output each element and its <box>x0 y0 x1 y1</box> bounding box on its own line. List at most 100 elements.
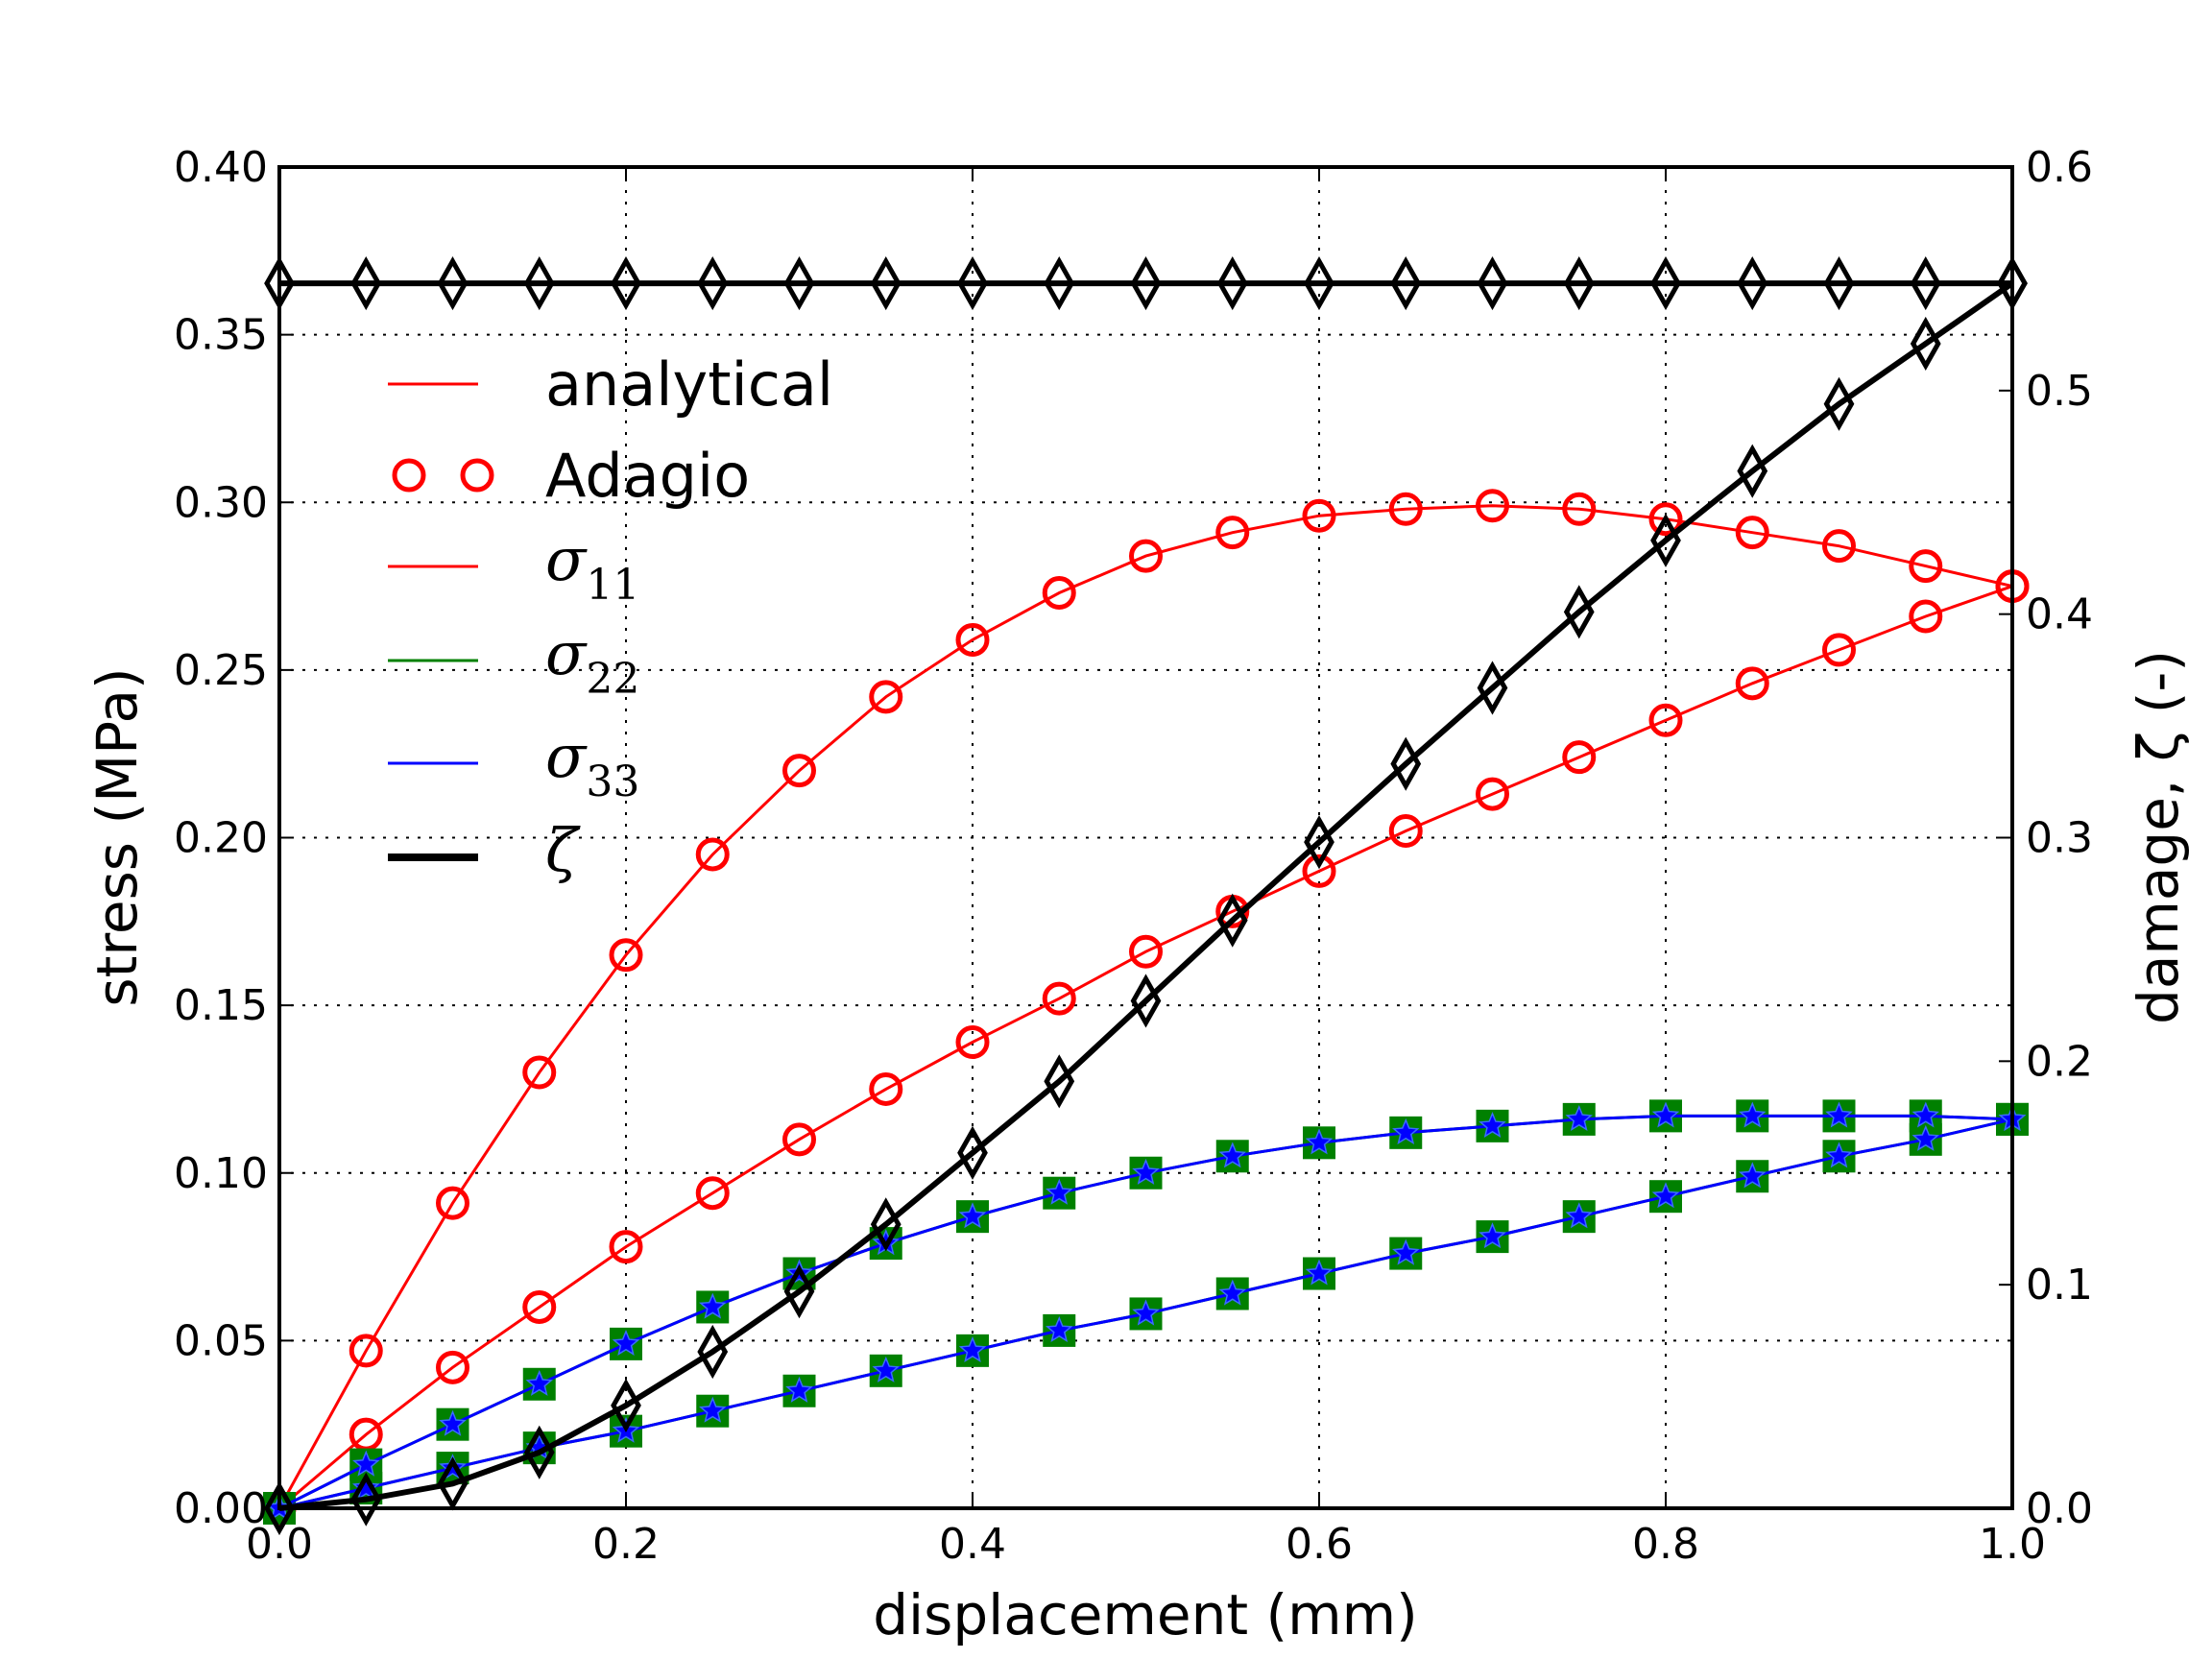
circle-marker <box>782 1122 816 1157</box>
diamond-marker <box>1910 255 1941 311</box>
y-tick-label: 0.00 <box>174 1484 268 1533</box>
diamond-marker <box>1650 513 1681 567</box>
star-marker <box>525 1369 553 1396</box>
circle-marker <box>1562 492 1597 526</box>
circle-marker <box>695 1176 730 1211</box>
legend-label: σ33 <box>545 721 639 806</box>
y2-axis-label: damage, ζ (-) <box>2126 650 2191 1024</box>
diamond-marker <box>1044 255 1075 311</box>
y-tick-label: 0.30 <box>174 478 268 527</box>
star-marker <box>1651 1182 1680 1209</box>
diamond-marker <box>1563 255 1595 311</box>
star-marker <box>1046 1178 1073 1205</box>
star-marker <box>1305 1128 1334 1155</box>
square-marker <box>1129 1297 1163 1331</box>
diamond-marker <box>1477 255 1508 311</box>
circle-marker <box>1129 934 1163 969</box>
diamond-marker <box>350 255 382 311</box>
diamond-marker <box>697 255 729 311</box>
diamond-marker <box>437 255 469 311</box>
y2-tick-label: 0.6 <box>2026 143 2093 192</box>
circle-marker <box>1648 703 1683 737</box>
star-marker <box>958 1202 987 1229</box>
star-marker <box>612 1329 640 1356</box>
diamond-marker <box>1390 255 1422 311</box>
diamond-marker <box>523 255 555 311</box>
star-marker <box>1565 1202 1593 1229</box>
square-marker <box>1303 1257 1335 1290</box>
circle-marker <box>522 1055 557 1090</box>
diamond-marker <box>523 1425 555 1479</box>
diamond-marker <box>1910 316 1941 372</box>
diamond-marker <box>1823 255 1855 311</box>
diamond-marker <box>350 1472 382 1527</box>
diamond-marker <box>1130 974 1162 1028</box>
circle-marker <box>782 754 816 788</box>
diamond-marker <box>957 1125 988 1180</box>
circle-marker <box>955 1025 990 1060</box>
circle-marker <box>1822 529 1856 564</box>
y2-tick-label: 0.5 <box>2026 367 2093 416</box>
legend-label: Adagio <box>545 441 750 511</box>
series-0 <box>262 489 2030 1526</box>
star-marker <box>352 1474 380 1501</box>
diamond-marker <box>1737 255 1768 311</box>
circle-marker <box>1215 516 1250 550</box>
y2-tick-label: 0.1 <box>2026 1261 2093 1310</box>
diamond-marker <box>1130 255 1162 311</box>
star-marker <box>1479 1111 1506 1138</box>
circle-marker <box>460 458 494 493</box>
circle-marker <box>1735 666 1769 701</box>
circle-marker <box>1648 502 1683 537</box>
star-marker <box>785 1376 813 1403</box>
x-tick-label: 0.4 <box>939 1520 1006 1569</box>
star-marker <box>1911 1101 1939 1128</box>
legend-label: analytical <box>545 349 833 420</box>
series-5 <box>265 1104 2027 1521</box>
x-tick-label: 0.0 <box>246 1520 313 1569</box>
circle-marker <box>1302 854 1336 888</box>
y-tick-label: 0.15 <box>174 981 268 1030</box>
legend-label: σ22 <box>545 618 639 704</box>
legend-item: Adagio <box>392 441 750 511</box>
circle-marker <box>1302 498 1336 533</box>
diamond-marker <box>870 1197 902 1252</box>
diamond-marker <box>1304 255 1334 311</box>
star-marker <box>872 1356 900 1382</box>
series-line <box>278 585 2013 1510</box>
star-marker <box>699 1292 727 1319</box>
circle-marker <box>1388 492 1423 526</box>
circle-marker <box>1735 516 1769 550</box>
y2-tick-label: 0.2 <box>2026 1037 2093 1086</box>
y2-tick-label: 0.0 <box>2026 1484 2093 1533</box>
circle-marker <box>1562 740 1597 775</box>
diamond-marker <box>611 255 641 311</box>
star-marker <box>1392 1238 1420 1265</box>
circle-marker <box>1042 576 1076 611</box>
star-marker <box>1218 1142 1246 1168</box>
y-tick-label: 0.25 <box>174 646 268 695</box>
circle-marker <box>1822 633 1856 667</box>
star-marker <box>958 1335 987 1362</box>
diamond-marker <box>1390 736 1422 791</box>
star-marker <box>1392 1118 1420 1144</box>
diamond-marker <box>697 1324 729 1380</box>
diamond-marker <box>1563 585 1595 639</box>
legend-label: σ11 <box>545 524 639 610</box>
circle-marker <box>1388 814 1423 849</box>
circle-marker <box>869 680 903 714</box>
legend-item: σ22 <box>388 618 639 704</box>
star-marker <box>1132 1158 1160 1185</box>
diamond-marker <box>264 1480 295 1536</box>
star-marker <box>1739 1101 1767 1128</box>
legend-label: ζ <box>545 815 581 885</box>
star-marker <box>699 1396 727 1423</box>
ticks: 0.0 0.2 0.4 0.6 0.8 1.0 0.00 0.05 0.10 0.15 0.20 0.… <box>174 143 2093 1569</box>
series-7 <box>264 255 2028 311</box>
circle-marker <box>1476 489 1509 523</box>
circle-marker <box>522 1289 557 1324</box>
star-marker <box>1132 1299 1160 1326</box>
circle-marker <box>1042 981 1076 1016</box>
circle-marker <box>1476 777 1509 811</box>
